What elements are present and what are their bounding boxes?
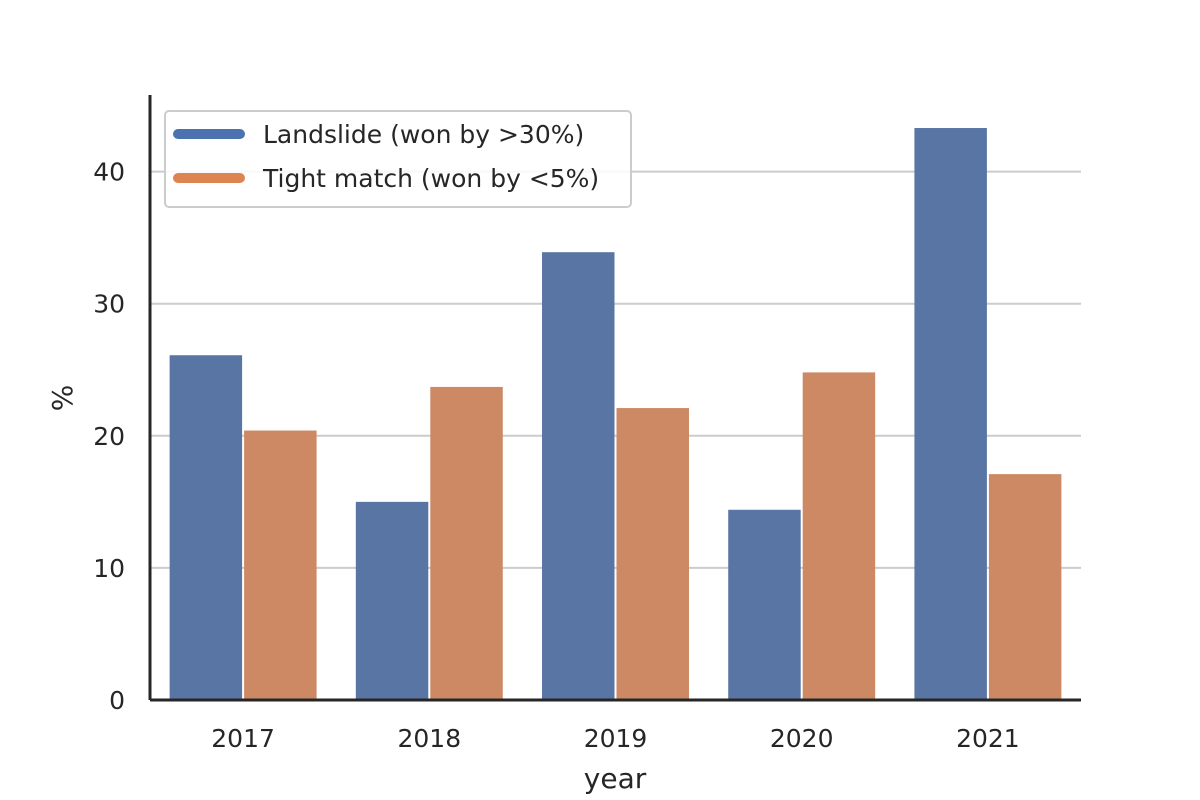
bar-tight-match-2018 — [430, 386, 503, 700]
bars — [169, 128, 1062, 700]
legend-label-landslide: Landslide (won by >30%) — [263, 120, 584, 149]
y-axis-label: % — [46, 385, 79, 412]
bar-tight-match-2021 — [988, 474, 1062, 700]
x-tick-label: 2017 — [211, 724, 275, 753]
y-tick-label: 10 — [93, 554, 125, 583]
bar-landslide-2019 — [542, 252, 615, 700]
legend-label-tight-match: Tight match (won by <5%) — [262, 164, 599, 193]
x-tick-label: 2021 — [956, 724, 1020, 753]
x-tick-label: 2020 — [770, 724, 834, 753]
bar-landslide-2017 — [169, 355, 243, 700]
bar-tight-match-2017 — [244, 430, 317, 700]
x-tick-label: 2018 — [397, 724, 461, 753]
bar-tight-match-2020 — [802, 372, 876, 700]
legend-box — [164, 110, 632, 208]
y-tick-label: 20 — [93, 422, 125, 451]
bar-tight-match-2019 — [616, 408, 689, 700]
y-tick-label: 30 — [93, 290, 125, 319]
x-tick-label: 2019 — [584, 724, 648, 753]
y-tick-labels: 0 10 20 30 40 — [93, 158, 125, 715]
y-tick-label: 0 — [109, 686, 125, 715]
bar-landslide-2020 — [728, 509, 801, 700]
y-tick-label: 40 — [93, 158, 125, 187]
bar-landslide-2018 — [355, 501, 429, 700]
x-tick-labels: 2017 2018 2019 2020 2021 — [211, 724, 1019, 753]
axes — [148, 95, 1081, 702]
bar-landslide-2021 — [914, 128, 987, 700]
x-axis-label: year — [584, 762, 647, 795]
legend: Landslide (won by >30%) Tight match (won… — [164, 110, 632, 208]
